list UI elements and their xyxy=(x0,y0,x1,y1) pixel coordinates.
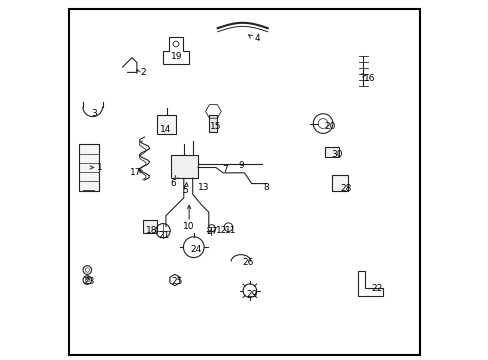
Text: 2: 2 xyxy=(140,68,145,77)
Bar xyxy=(142,220,157,233)
Text: 25: 25 xyxy=(171,277,182,286)
Text: 28: 28 xyxy=(340,184,351,193)
Text: 21: 21 xyxy=(158,231,169,240)
Bar xyxy=(171,155,198,178)
Text: 13: 13 xyxy=(197,183,209,192)
Text: 18: 18 xyxy=(145,225,157,234)
Bar xyxy=(157,115,176,134)
Text: 22: 22 xyxy=(370,284,382,293)
Text: 11: 11 xyxy=(224,225,236,234)
Text: 19: 19 xyxy=(170,52,182,61)
Text: 27: 27 xyxy=(206,227,218,236)
Text: 10: 10 xyxy=(183,222,195,231)
Text: 6: 6 xyxy=(170,179,176,188)
Text: 15: 15 xyxy=(210,122,221,131)
Bar xyxy=(331,175,347,191)
Text: 12: 12 xyxy=(215,225,226,234)
Text: 5: 5 xyxy=(183,186,188,195)
Text: 20: 20 xyxy=(324,122,335,131)
Text: 17: 17 xyxy=(129,168,141,177)
Text: 26: 26 xyxy=(242,258,253,267)
Text: 3: 3 xyxy=(91,109,97,118)
Bar xyxy=(209,115,217,132)
Bar xyxy=(79,144,99,191)
Text: 1: 1 xyxy=(97,163,102,172)
Text: 23: 23 xyxy=(83,277,95,286)
Text: 16: 16 xyxy=(363,74,374,83)
Text: 9: 9 xyxy=(238,161,244,170)
Text: 29: 29 xyxy=(245,290,257,299)
Text: 7: 7 xyxy=(222,165,227,174)
Text: 8: 8 xyxy=(263,183,268,192)
Bar xyxy=(324,147,339,157)
Text: 24: 24 xyxy=(190,245,202,254)
Text: 30: 30 xyxy=(331,150,343,159)
Text: 4: 4 xyxy=(254,35,259,44)
Text: 14: 14 xyxy=(160,126,171,135)
